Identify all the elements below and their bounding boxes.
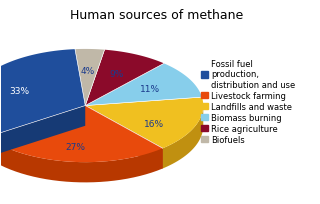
Polygon shape	[163, 106, 203, 169]
Polygon shape	[85, 64, 202, 106]
Text: Human sources of methane: Human sources of methane	[70, 9, 243, 22]
Text: 11%: 11%	[140, 85, 160, 94]
Polygon shape	[85, 98, 203, 149]
Polygon shape	[85, 106, 163, 169]
Text: 33%: 33%	[9, 86, 29, 95]
Polygon shape	[0, 106, 85, 157]
Polygon shape	[0, 137, 163, 183]
Polygon shape	[0, 106, 85, 157]
Text: 27%: 27%	[66, 142, 85, 151]
Polygon shape	[0, 50, 85, 137]
Text: 9%: 9%	[110, 70, 124, 79]
Text: 16%: 16%	[144, 120, 164, 129]
Polygon shape	[0, 106, 163, 162]
Polygon shape	[85, 106, 163, 169]
Polygon shape	[85, 50, 164, 106]
Text: 4%: 4%	[81, 67, 95, 76]
Legend: Fossil fuel
production,
distribution and use, Livestock farming, Landfills and w: Fossil fuel production, distribution and…	[201, 60, 295, 144]
Polygon shape	[75, 50, 105, 106]
